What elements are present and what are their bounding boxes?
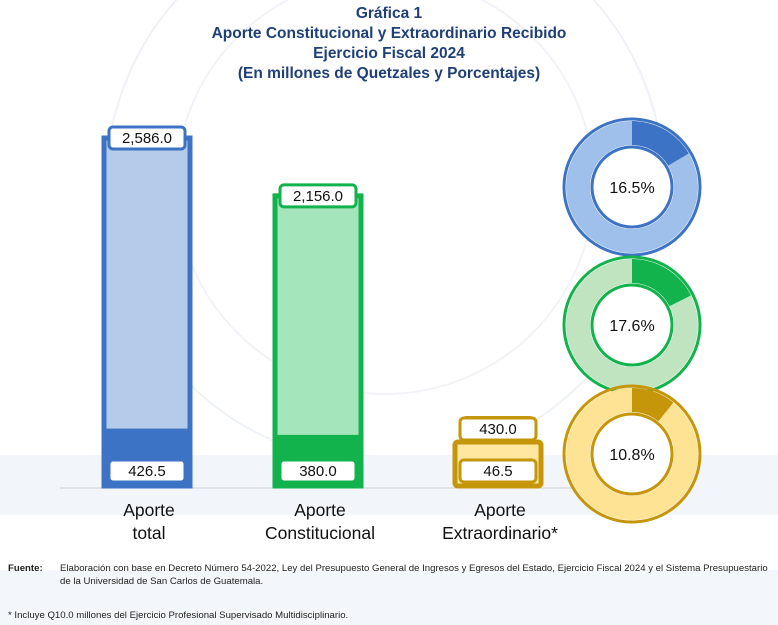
donut-inner-border-2 <box>590 412 674 496</box>
total-label-box-1 <box>278 183 358 209</box>
source-text: Elaboración con base en Decreto Número 5… <box>60 563 768 587</box>
donut-label-1: 17.6% <box>609 318 654 335</box>
category-label-0-0: Aporte <box>123 500 175 520</box>
donut-outer-border-0 <box>562 117 702 257</box>
part-label-box-1 <box>278 458 358 484</box>
category-label-0-1: total <box>132 523 165 543</box>
background-band-bottom <box>0 570 778 625</box>
note-footnote: * Incluye Q10.0 millones del Ejercicio P… <box>8 610 349 621</box>
title-line-2: Aporte Constitucional y Extraordinario R… <box>211 25 567 42</box>
title-line-3: Ejercicio Fiscal 2024 <box>313 45 465 62</box>
donut-inner-border-1 <box>590 283 674 367</box>
title-line-1: Gráfica 1 <box>355 5 423 22</box>
donut-outer-border-2 <box>562 384 702 524</box>
chart-title: Gráfica 1 Aporte Constitucional y Extrao… <box>0 4 778 84</box>
category-label-2-0: Aporte <box>474 500 526 520</box>
part-label-1: 380.0 <box>299 463 337 480</box>
category-label-1-0: Aporte <box>294 500 346 520</box>
donut-segment-1 <box>631 259 691 307</box>
total-label-2: 430.0 <box>479 421 517 438</box>
total-label-box-0 <box>107 125 187 151</box>
donut-label-0: 16.5% <box>609 180 654 197</box>
category-label-1-1: Constitucional <box>265 523 375 543</box>
donut-label-2: 10.8% <box>609 447 654 464</box>
donut-segment-0 <box>631 121 689 167</box>
part-label-0: 426.5 <box>128 463 166 480</box>
total-label-0: 2,586.0 <box>122 130 172 147</box>
donut-segment-2 <box>631 388 674 422</box>
part-label-box-0 <box>107 458 187 484</box>
total-label-box-2 <box>458 416 538 442</box>
bar-total-0 <box>101 135 193 489</box>
part-label-2: 46.5 <box>483 463 512 480</box>
source-label: Fuente: <box>8 563 43 574</box>
donut-inner-border-0 <box>590 145 674 229</box>
source-footnote: Fuente: Elaboración con base en Decreto … <box>8 562 778 592</box>
category-label-2-1: Extraordinario* <box>442 523 558 543</box>
title-line-4: (En millones de Quetzales y Porcentajes) <box>237 65 541 82</box>
part-label-box-2 <box>458 458 538 484</box>
total-label-1: 2,156.0 <box>293 188 343 205</box>
